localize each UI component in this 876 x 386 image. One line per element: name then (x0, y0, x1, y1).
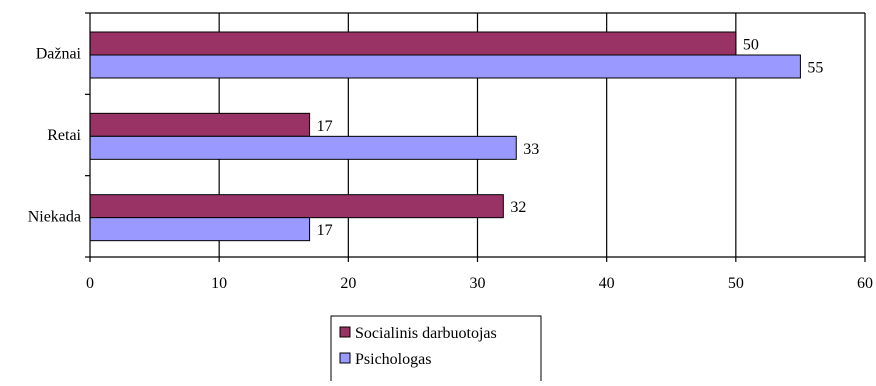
x-tick-label: 0 (86, 275, 94, 292)
legend-label: Socialinis darbuotojas (355, 325, 497, 342)
data-label: 17 (317, 222, 333, 239)
legend: Socialinis darbuotojas Psichologas (330, 315, 542, 383)
bar (89, 135, 517, 160)
x-tick-label: 40 (599, 275, 615, 292)
data-label: 55 (807, 60, 823, 77)
data-label: 32 (510, 199, 526, 216)
x-tick-label: 50 (728, 275, 744, 292)
labels: 50 55 Dažnai 17 33 Retai 32 17 Niekada 0 10 20 30 40 5… (28, 37, 873, 293)
x-tick-label: 10 (211, 275, 227, 292)
bar (89, 31, 737, 56)
legend-swatch (339, 326, 351, 338)
axes (85, 12, 866, 262)
data-label: 33 (523, 141, 539, 158)
legend-label: Psichologas (355, 351, 431, 368)
x-tick-label: 20 (340, 275, 356, 292)
x-tick-label: 60 (857, 275, 873, 292)
bar (89, 217, 311, 242)
legend-box (330, 315, 542, 383)
bar (89, 194, 504, 219)
category-label: Retai (47, 127, 81, 144)
data-label: 17 (317, 118, 333, 135)
bars (89, 31, 801, 242)
category-label: Dažnai (36, 46, 82, 63)
x-tick-label: 30 (470, 275, 486, 292)
bar (89, 54, 801, 79)
category-label: Niekada (28, 208, 81, 225)
data-label: 50 (743, 37, 759, 54)
bar (89, 112, 311, 137)
legend-swatch (339, 352, 351, 364)
